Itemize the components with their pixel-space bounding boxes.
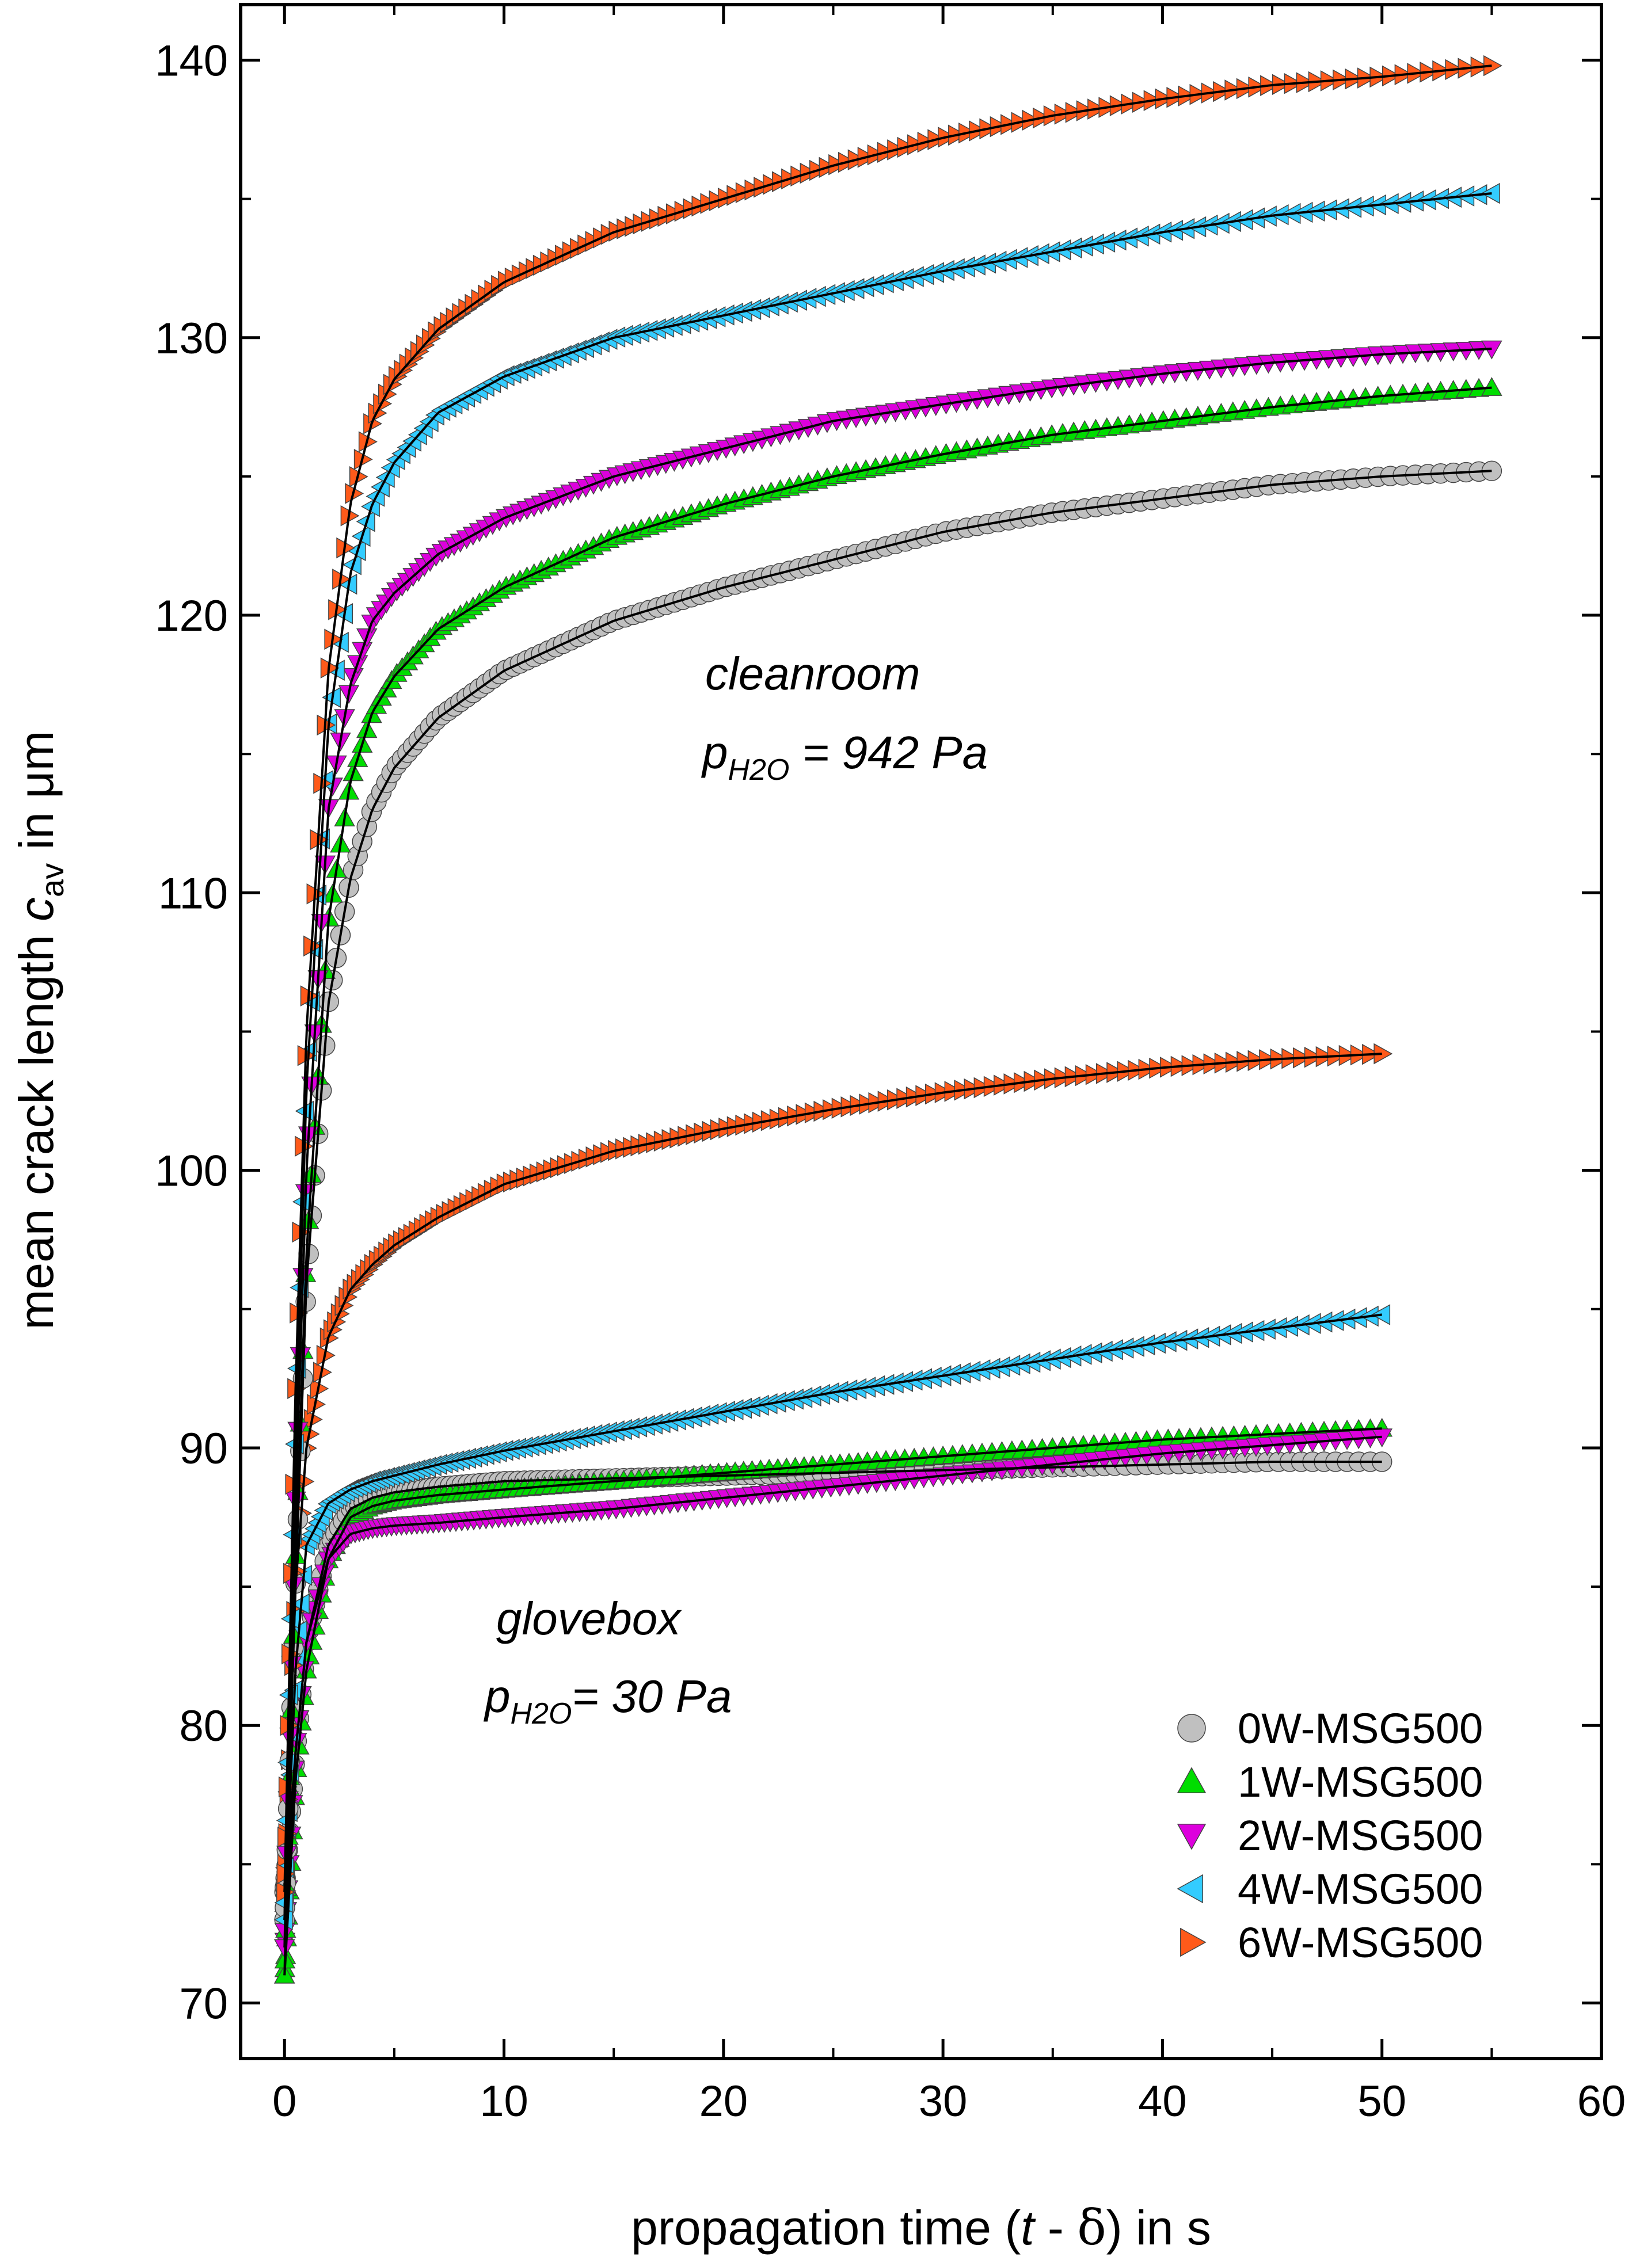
fit-line-0W-MSG500-cleanroom [283, 470, 1492, 1920]
y-axis-title-sub: av [34, 863, 70, 897]
x-axis-title-minus: - [1034, 2201, 1078, 2255]
x-tick-label: 0 [272, 2077, 296, 2126]
series-1W-MSG500-glovebox [273, 1417, 1392, 1984]
x-axis-title-prefix: propagation time ( [631, 2201, 1021, 2255]
x-tick-label: 60 [1577, 2077, 1626, 2126]
series-6W-MSG500-cleanroom [276, 55, 1502, 1903]
annotation-cleanroom: cleanroom [705, 648, 920, 699]
annotation-glovebox-pressure: pH2O= 30 Pa [484, 1671, 732, 1730]
series-2W-MSG500-glovebox [273, 1428, 1392, 1958]
annotation-cleanroom-p: p [701, 727, 728, 778]
annotation-cleanroom-value: = 942 Pa [789, 727, 988, 778]
data-point [1481, 377, 1502, 396]
fit-line-2W-MSG500-cleanroom [283, 348, 1492, 1948]
x-tick-label: 30 [919, 2077, 968, 2126]
fit-line-1W-MSG500-cleanroom [283, 386, 1492, 1976]
legend-item: 0W-MSG500 [1177, 1705, 1483, 1752]
legend-marker [1177, 1767, 1207, 1793]
y-tick-label: 90 [179, 1424, 228, 1473]
annotation-cleanroom-pressure: pH2O = 942 Pa [701, 727, 988, 787]
legend-item: 1W-MSG500 [1177, 1758, 1483, 1806]
series-layer [273, 55, 1502, 1984]
x-axis-title: propagation time (t - δ) in s [631, 2200, 1211, 2256]
fit-line-6W-MSG500-cleanroom [283, 64, 1492, 1892]
fit-line-4W-MSG500-cleanroom [283, 192, 1492, 1920]
annotation-cleanroom-psub: H2O [728, 753, 790, 787]
annotation-glovebox-value: = 30 Pa [572, 1671, 732, 1722]
annotation-glovebox-psub: H2O [511, 1697, 572, 1730]
y-tick-label: 120 [155, 592, 228, 641]
legend-item: 4W-MSG500 [1177, 1865, 1483, 1913]
x-axis-title-var: t [1021, 2201, 1036, 2255]
legend-label: 1W-MSG500 [1238, 1758, 1483, 1806]
legend-item: 6W-MSG500 [1180, 1919, 1483, 1966]
x-tick-label: 20 [699, 2077, 748, 2126]
legend-label: 4W-MSG500 [1238, 1865, 1483, 1913]
fit-lines [283, 64, 1492, 1976]
legend-marker [1177, 1824, 1207, 1850]
y-axis-title-prefix: mean crack length [9, 921, 63, 1330]
y-axis-title-suffix: in μm [9, 730, 63, 863]
annotation-glovebox-p: p [484, 1671, 511, 1722]
legend: 0W-MSG500 1W-MSG500 2W-MSG500 4W-MSG500 6W-M… [1177, 1705, 1483, 1966]
x-axis-title-suffix: ) in s [1106, 2201, 1211, 2255]
y-axis-title: mean crack length cav in μm [9, 730, 70, 1329]
legend-marker [1177, 1714, 1206, 1743]
legend-label: 0W-MSG500 [1238, 1705, 1483, 1752]
y-tick-label: 70 [179, 1980, 228, 2029]
y-tick-label: 140 [155, 36, 228, 85]
fit-line-2W-MSG500-glovebox [283, 1435, 1382, 1948]
legend-label: 2W-MSG500 [1238, 1812, 1483, 1859]
legend-marker [1180, 1927, 1207, 1957]
y-axis-title-var: c [9, 897, 63, 921]
legend-marker [1177, 1874, 1203, 1904]
axis-ticks: 0 10 20 30 40 50 60 70 80 90 100 110 120 130 140 [155, 5, 1626, 2126]
annotation-glovebox: glovebox [496, 1593, 682, 1644]
fit-line-6W-MSG500-glovebox [283, 1053, 1382, 1892]
y-tick-label: 130 [155, 314, 228, 363]
x-tick-label: 40 [1138, 2077, 1187, 2126]
fit-line-4W-MSG500-glovebox [283, 1313, 1382, 1920]
y-tick-label: 110 [158, 869, 228, 918]
fit-line-1W-MSG500-glovebox [283, 1427, 1382, 1976]
legend-item: 2W-MSG500 [1177, 1812, 1483, 1859]
x-axis-title-delta: δ [1077, 2200, 1106, 2256]
legend-label: 6W-MSG500 [1238, 1919, 1483, 1966]
x-tick-label: 10 [480, 2077, 528, 2126]
y-tick-label: 80 [179, 1702, 228, 1751]
x-tick-label: 50 [1357, 2077, 1406, 2126]
series-4W-MSG500-glovebox [273, 1304, 1391, 1931]
y-tick-label: 100 [155, 1147, 228, 1196]
